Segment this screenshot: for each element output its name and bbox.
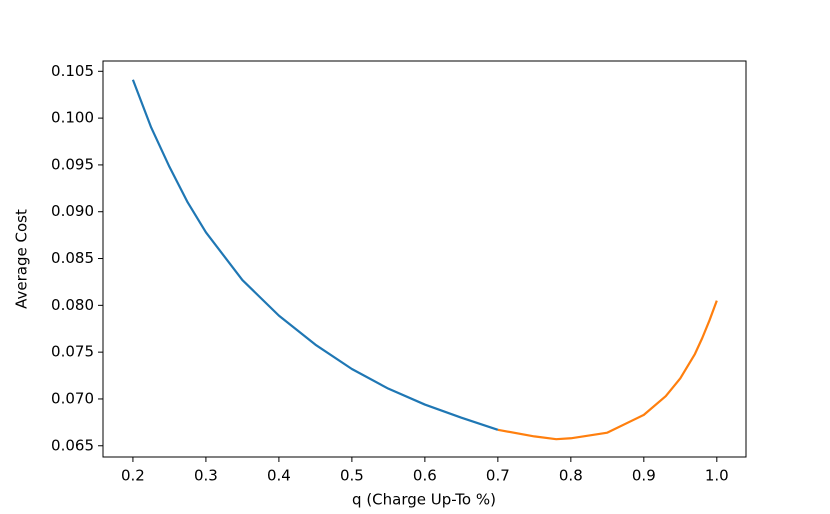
x-tick-label: 0.8 [559,467,583,485]
line-series [497,300,718,441]
y-axis-label: Average Cost [13,209,31,309]
y-tick-label: 0.080 [51,296,94,314]
y-tick-label: 0.075 [51,343,94,361]
x-axis-label: q (Charge Up-To %) [352,491,496,509]
y-tick-label: 0.065 [51,436,94,454]
line-series [131,79,499,431]
y-tick-label: 0.090 [51,202,94,220]
x-tick-label: 0.4 [267,467,291,485]
y-tick-label: 0.085 [51,249,94,267]
x-tick-label: 0.7 [486,467,510,485]
y-tick-label: 0.100 [51,109,94,127]
x-tick-label: 0.2 [121,467,145,485]
x-tick-label: 1.0 [705,467,729,485]
x-tick-label: 0.5 [340,467,364,485]
x-tick-label: 0.9 [632,467,656,485]
x-tick-label: 0.6 [413,467,437,485]
y-tick-label: 0.095 [51,155,94,173]
plot-frame [102,60,747,458]
y-tick-label: 0.105 [51,62,94,80]
x-tick-label: 0.3 [194,467,218,485]
y-tick-label: 0.070 [51,389,94,407]
